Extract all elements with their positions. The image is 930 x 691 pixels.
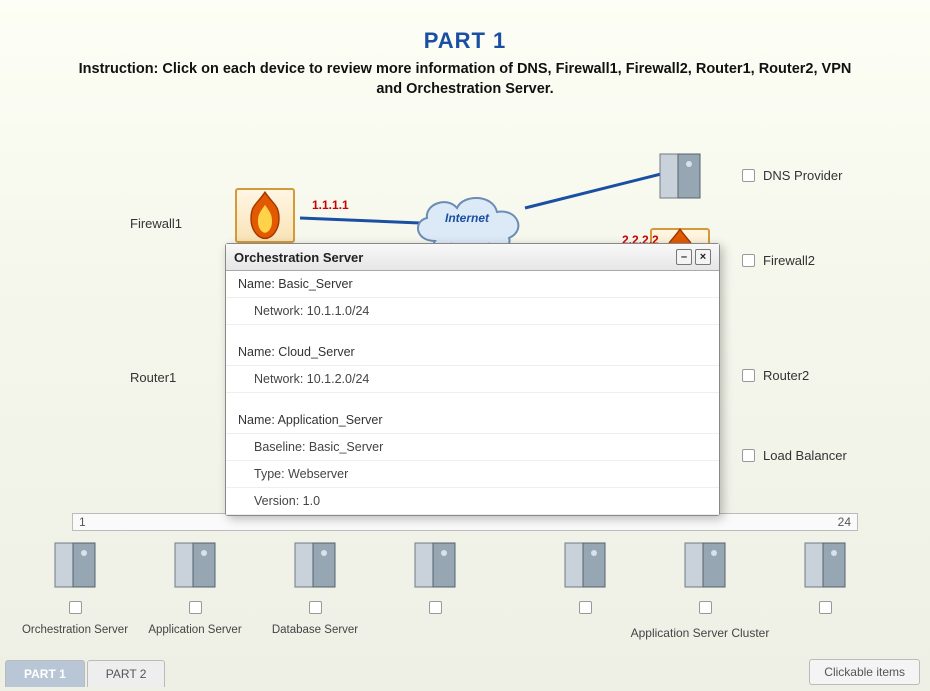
subnet-left: 1 bbox=[79, 515, 86, 529]
server-icon bbox=[285, 535, 345, 595]
cluster-label: Application Server Cluster bbox=[570, 626, 830, 640]
popup-row: Type: Webserver bbox=[226, 461, 719, 488]
popup-row: Name: Basic_Server bbox=[226, 271, 719, 298]
popup-row: Name: Application_Server bbox=[226, 407, 719, 434]
popup-row: Network: 10.1.2.0/24 bbox=[226, 366, 719, 393]
router2-check-row[interactable]: Router2 bbox=[742, 368, 809, 383]
tab-part-1[interactable]: PART 1 bbox=[5, 660, 85, 687]
popup-title-text: Orchestration Server bbox=[234, 250, 363, 265]
server-label: Application Server bbox=[148, 624, 241, 638]
server-icon bbox=[45, 535, 105, 595]
firewall-icon bbox=[235, 188, 295, 243]
popup-row: Baseline: Basic_Server bbox=[226, 434, 719, 461]
checkbox-icon[interactable] bbox=[742, 169, 755, 182]
firewall1-device[interactable] bbox=[235, 188, 295, 243]
loadbalancer-label: Load Balancer bbox=[763, 448, 847, 463]
popup-body[interactable]: Name: Basic_ServerNetwork: 10.1.1.0/24 Na… bbox=[226, 271, 719, 515]
dns-check-row[interactable]: DNS Provider bbox=[742, 168, 842, 183]
server-icon bbox=[555, 535, 615, 595]
close-button[interactable]: × bbox=[695, 249, 711, 265]
popup-row: Network: 10.1.1.0/24 bbox=[226, 298, 719, 325]
minimize-button[interactable]: – bbox=[676, 249, 692, 265]
firewall2-check-row[interactable]: Firewall2 bbox=[742, 253, 815, 268]
instruction-text: Instruction: Click on each device to rev… bbox=[70, 60, 860, 99]
server-label: Database Server bbox=[272, 624, 358, 638]
internet-label: Internet bbox=[445, 211, 489, 225]
router1-label: Router1 bbox=[130, 370, 176, 385]
checkbox-icon[interactable] bbox=[429, 601, 442, 614]
popup-titlebar[interactable]: Orchestration Server – × bbox=[226, 244, 719, 271]
bottom-server[interactable]: Orchestration Server bbox=[20, 535, 130, 638]
checkbox-icon[interactable] bbox=[189, 601, 202, 614]
server-label: Orchestration Server bbox=[22, 624, 128, 638]
tab-part-2[interactable]: PART 2 bbox=[87, 660, 166, 687]
server-icon bbox=[650, 146, 710, 206]
bottom-server[interactable] bbox=[770, 535, 880, 614]
dns-label: DNS Provider bbox=[763, 168, 842, 183]
page-title: PART 1 bbox=[0, 28, 930, 54]
checkbox-icon[interactable] bbox=[579, 601, 592, 614]
subnet-right: 24 bbox=[838, 515, 851, 529]
server-icon bbox=[165, 535, 225, 595]
firewall2-label: Firewall2 bbox=[763, 253, 815, 268]
bottom-server[interactable] bbox=[650, 535, 760, 614]
checkbox-icon[interactable] bbox=[309, 601, 322, 614]
firewall1-ip: 1.1.1.1 bbox=[312, 198, 349, 212]
server-icon bbox=[795, 535, 855, 595]
checkbox-icon[interactable] bbox=[742, 449, 755, 462]
dns-device[interactable] bbox=[650, 146, 710, 206]
firewall1-label: Firewall1 bbox=[130, 216, 182, 231]
orchestration-popup: Orchestration Server – × Name: Basic_Ser… bbox=[225, 243, 720, 516]
server-icon bbox=[405, 535, 465, 595]
server-icon bbox=[675, 535, 735, 595]
checkbox-icon[interactable] bbox=[742, 369, 755, 382]
bottom-server[interactable] bbox=[530, 535, 640, 614]
part-tabs: PART 1PART 2 bbox=[5, 660, 165, 687]
bottom-server[interactable] bbox=[380, 535, 490, 614]
checkbox-icon[interactable] bbox=[69, 601, 82, 614]
checkbox-icon[interactable] bbox=[742, 254, 755, 267]
loadbalancer-check-row[interactable]: Load Balancer bbox=[742, 448, 847, 463]
popup-row: Name: Cloud_Server bbox=[226, 339, 719, 366]
bottom-server[interactable]: Application Server bbox=[140, 535, 250, 638]
popup-row: Version: 1.0 bbox=[226, 488, 719, 515]
checkbox-icon[interactable] bbox=[699, 601, 712, 614]
checkbox-icon[interactable] bbox=[819, 601, 832, 614]
router2-label: Router2 bbox=[763, 368, 809, 383]
bottom-server[interactable]: Database Server bbox=[260, 535, 370, 638]
